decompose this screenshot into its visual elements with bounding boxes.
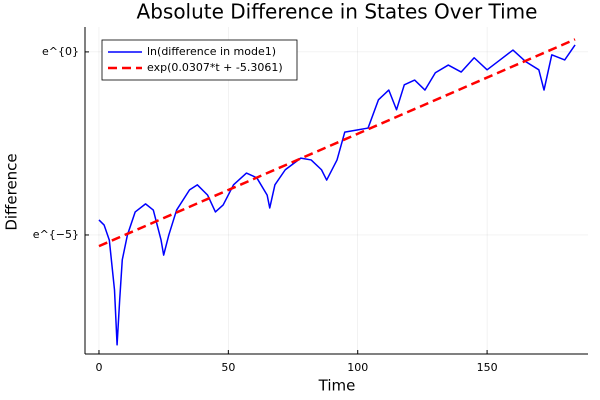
- y-tick-label: e^{0}: [42, 45, 79, 58]
- line: [98, 44, 576, 346]
- legend-label: exp(0.0307*t + -5.3061): [147, 61, 283, 74]
- x-tick-label: 0: [95, 361, 102, 374]
- legend-label: ln(difference in mode1): [147, 45, 276, 58]
- chart-title: Absolute Difference in States Over Time: [137, 0, 538, 24]
- y-tick-label: e^{−5}: [33, 228, 79, 241]
- legend-box: [101, 39, 298, 81]
- x-tick-label: 50: [221, 361, 235, 374]
- x-tick-label: 150: [477, 361, 498, 374]
- x-axis-label: Time: [318, 377, 356, 395]
- y-axis-label: Difference: [3, 153, 21, 230]
- x-tick-label: 100: [347, 361, 368, 374]
- line: [98, 38, 576, 248]
